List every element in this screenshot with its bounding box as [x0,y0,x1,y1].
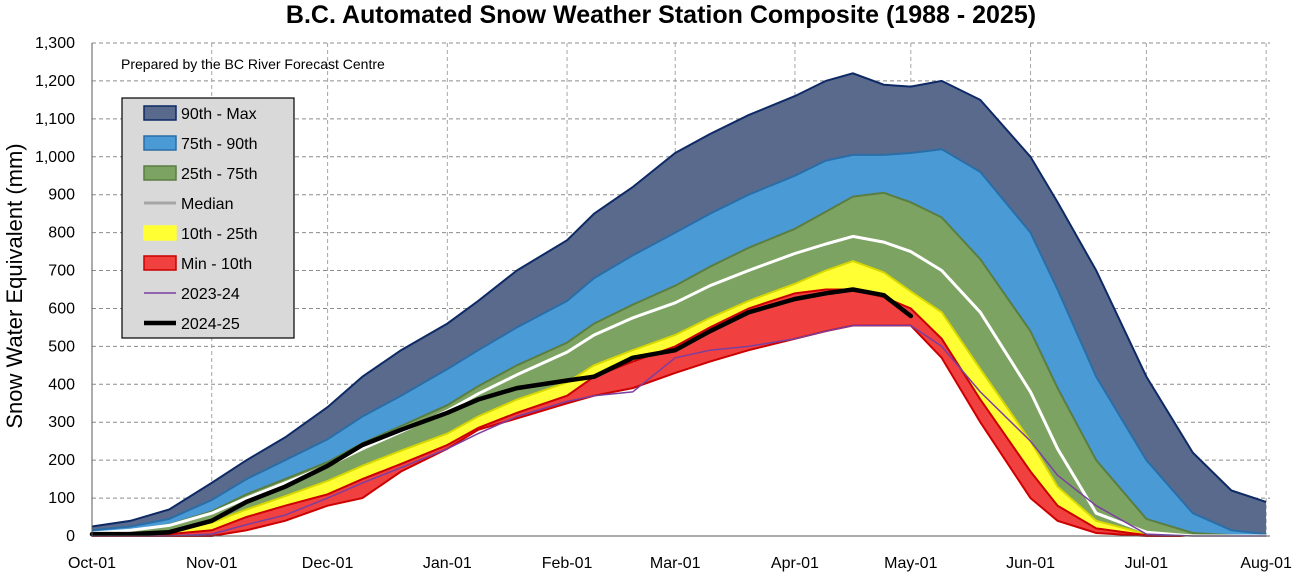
y-tick-label: 500 [48,338,75,355]
y-tick-label: 1,000 [35,149,75,166]
x-tick-label: Apr-01 [771,555,819,572]
legend-label: 25th - 75th [181,166,258,183]
y-tick-label: 200 [48,452,75,469]
x-tick-label: Feb-01 [542,555,593,572]
y-tick-label: 900 [48,187,75,204]
y-tick-label: 800 [48,225,75,242]
series-2023-24 [91,324,1267,537]
x-tick-label: Oct-01 [68,555,116,572]
band-edge [91,288,1267,537]
y-tick-label: 1,100 [35,111,75,128]
legend-swatch [143,225,177,241]
chart-title: B.C. Automated Snow Weather Station Comp… [286,1,1036,29]
y-axis-label: Snow Water Equivalent (mm) [2,143,27,428]
y-tick-labels: 0 100 200 300 400 500 600 700 800 900 1,000 1,100 1,… [35,35,75,545]
y-tick-label: 100 [48,490,75,507]
legend-label: 75th - 90th [181,136,258,153]
legend-label: 2024-25 [181,316,240,333]
y-tick-label: 700 [48,263,75,280]
year-lines [89,234,1268,538]
x-tick-label: Jun-01 [1006,555,1055,572]
band-edge [91,148,1267,536]
y-tick-label: 600 [48,300,75,317]
x-tick-label: Jan-01 [423,555,472,572]
legend-label: 2023-24 [181,286,240,303]
y-tick-label: 400 [48,376,75,393]
y-tick-label: 1,300 [35,35,75,52]
legend: 90th - Max 75th - 90th 25th - 75th Median 10… [121,97,295,339]
legend-label: 90th - Max [181,106,257,123]
y-tick-label: 1,200 [35,73,75,90]
band-edge [91,72,1267,528]
legend-label: Median [181,196,233,213]
legend-label: Min - 10th [181,256,252,273]
series-median [90,234,1268,538]
x-tick-label: Mar-01 [650,555,701,572]
y-tick-label: 300 [48,414,75,431]
legend-swatch [143,105,177,121]
axes [91,43,1270,537]
series-2024-25 [89,287,914,537]
x-tick-label: Nov-01 [186,555,238,572]
x-tick-labels: Oct-01 Nov-01 Dec-01 Jan-01 Feb-01 Mar-01 Apr-… [68,555,1292,572]
x-tick-label: May-01 [884,555,937,572]
y-tick-label: 0 [66,528,75,545]
band-edge [91,191,1267,537]
legend-swatch [143,165,177,181]
legend-swatch [143,135,177,151]
percentile-bands [91,72,1267,537]
band-edge [91,260,1267,537]
band-min [92,325,1267,536]
legend-swatch [143,255,177,271]
legend-label: 10th - 25th [181,226,258,243]
x-tick-label: Aug-01 [1240,555,1292,572]
band-edge [92,324,1267,537]
x-tick-label: Dec-01 [302,555,354,572]
x-tick-label: Jul-01 [1125,555,1169,572]
prepared-by-note: Prepared by the BC River Forecast Centre [121,56,385,72]
